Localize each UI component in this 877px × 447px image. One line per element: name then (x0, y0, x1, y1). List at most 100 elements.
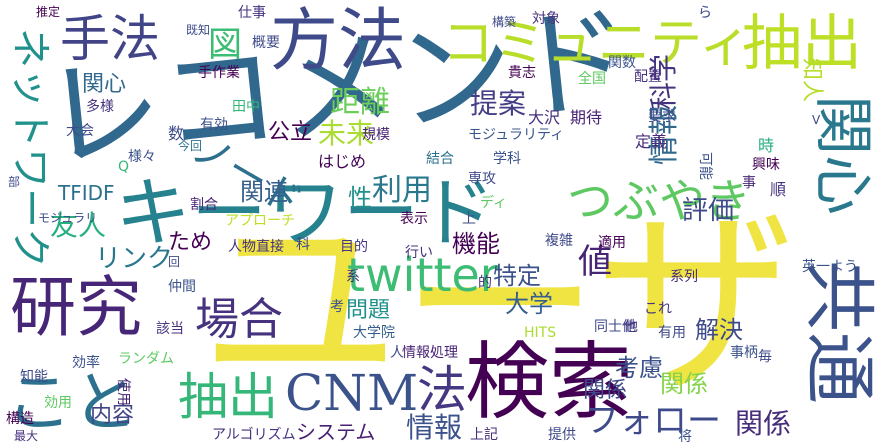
word-kano: 可能 (697, 152, 713, 180)
word-taisho: 対象 (532, 11, 560, 27)
word-kochiku: 構築 (492, 15, 517, 29)
word-chino: 知能 (20, 369, 48, 385)
word-ka: 科 (296, 237, 310, 253)
word-kaiketsu: 解決 (695, 316, 743, 344)
word-koto-small: 事 (742, 175, 756, 191)
word-koritsu: 公立 (268, 120, 313, 145)
word-v: V (812, 113, 821, 127)
word-senko: 専攻 (468, 171, 496, 187)
word-kotogara: 事柄 (730, 345, 758, 361)
word-q: Q (118, 159, 130, 175)
word-tsubuyaki: つぶやき (567, 174, 751, 228)
word-toki: 時 (758, 136, 775, 155)
word-kanren: 関連 (240, 178, 288, 206)
word-sei: 性 (348, 184, 372, 212)
word-chushutsu-cnm: 抽出 (178, 368, 278, 426)
word-kyotsu: 共通 (797, 260, 877, 405)
word-kensaku: 検索 (465, 333, 634, 431)
word-kei: 系 (346, 269, 360, 285)
word-johoshori: 情報処理 (402, 345, 458, 361)
word-kozo: 構造 (6, 411, 34, 427)
word-random: ランダム (118, 351, 174, 367)
word-ue: 上 (462, 211, 476, 227)
word-doshi: 同士他 (594, 319, 636, 335)
word-di: ディ (480, 195, 508, 211)
word-gakka: 学科 (493, 151, 521, 167)
word-hyoka: 評価 (682, 196, 735, 226)
word-kankei-small: 関係 (583, 378, 628, 403)
word-ra: ら (698, 5, 712, 21)
word-cnm: CNM (285, 364, 419, 422)
word-tfidf: TFIDF (58, 181, 115, 205)
word-nakama: 仲間 (168, 279, 196, 295)
word-fukuzatsu: 複雑 (545, 233, 573, 249)
word-saidai: 最大 (14, 429, 39, 443)
word-jun: 順 (770, 180, 787, 199)
word-suitei: 推定 (36, 5, 61, 19)
word-okonai: 行い (405, 245, 433, 261)
word-tame: ため (168, 230, 213, 255)
word-koyo: 効用 (44, 395, 72, 411)
word-mondai: 問題 (346, 298, 391, 323)
word-daigakuin: 大学院 (353, 325, 395, 341)
word-kichi: 既知 (186, 23, 211, 37)
word-teikyo: 提供 (548, 427, 576, 443)
word-keyword: キーワード (115, 168, 495, 257)
word-kino: 機能 (452, 230, 500, 258)
word-zu: 図 (208, 25, 242, 65)
word-masa: 将 (678, 429, 692, 445)
word-community: コミュニティ (442, 14, 751, 74)
word-kyori: 距離 (330, 85, 390, 120)
word-daigaku: 大学 (505, 290, 553, 318)
word-network: ネットワーク (7, 28, 53, 268)
word-ta: 他 (624, 319, 638, 335)
word-kibo: 規模 (362, 127, 390, 143)
word-konkai: 今回 (178, 139, 203, 153)
word-zenkoku: 全国 (578, 71, 606, 87)
word-tekiyo: 適用 (598, 235, 626, 251)
word-hits: HITS (524, 325, 557, 341)
word-teigi: 定義 (635, 132, 668, 151)
word-haichi: 配置 (634, 69, 662, 85)
word-modulari: モジュラリ (38, 211, 98, 225)
word-joho-bottom: 情報 (406, 411, 463, 444)
word-jinbutsu: 人物直接 (228, 239, 284, 255)
word-bu: 部 (8, 175, 21, 189)
word-shigoto: 仕事 (238, 5, 266, 21)
word-tayo: 多様 (86, 99, 114, 115)
word-yuza: ユーザ (200, 188, 797, 421)
word-modularity: モジュラリティ (468, 127, 565, 143)
word-chijin: 知人 (799, 58, 824, 103)
word-kitai: 期待 (570, 108, 603, 127)
word-samazama: 様々 (128, 149, 156, 165)
word-gaito: 該当 (156, 321, 184, 337)
word-approach: アプローチ (225, 213, 295, 229)
word-mokuteki: 目的 (340, 239, 368, 255)
word-teki: 的 (478, 275, 492, 291)
word-hito: 人 (390, 345, 404, 361)
word-chushutsu-top: 抽出 (742, 9, 862, 79)
word-kore: これ (644, 301, 672, 317)
word-taikai: 大会 (66, 123, 94, 139)
word-naiyo: 内容 (90, 403, 135, 428)
word-mirai: 未来 (318, 117, 375, 150)
word-tesagyo: 手作業 (198, 65, 240, 81)
word-joki: 上記 (470, 427, 498, 443)
word-shiyo: 使用 (115, 378, 131, 406)
word-kankei-green: 関係 (660, 370, 708, 398)
word-ko: 考 (330, 299, 344, 315)
word-hoho: 方法 (270, 2, 407, 81)
word-kai: 回 (168, 255, 181, 269)
word-system: システム (296, 420, 376, 444)
word-koritsu-eff: 効率 (72, 355, 100, 371)
word-goto: 毎 (758, 349, 772, 365)
word-yuyo: 有用 (658, 325, 686, 341)
word-kankei-right: 関係 (735, 407, 792, 440)
word-atai: 値 (578, 242, 612, 282)
word-shuho: 手法 (60, 10, 160, 68)
word-riyo: 利用 (372, 173, 432, 208)
word-kenkyu: 研究 (10, 269, 142, 346)
word-ketsugo: 結合 (426, 151, 454, 167)
word-twitter: twitter (347, 248, 499, 302)
